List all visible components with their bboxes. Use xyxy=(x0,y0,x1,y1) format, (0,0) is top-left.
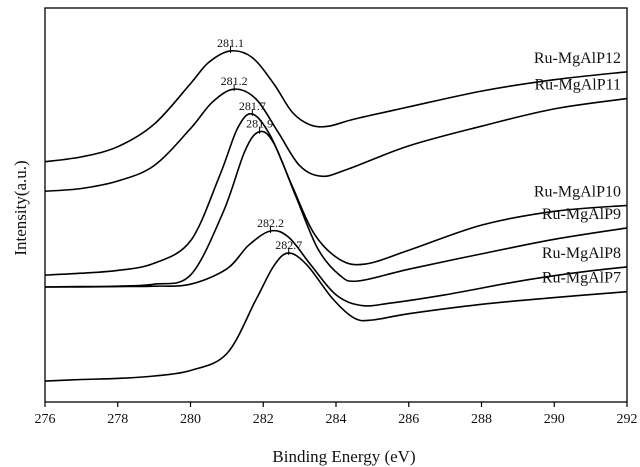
series-line-ru-mgalp8 xyxy=(45,229,628,307)
series-label-ru-mgalp7: Ru-MgAlP7 xyxy=(542,270,621,287)
plot-frame xyxy=(44,7,628,403)
x-tick-label-278: 278 xyxy=(107,412,128,427)
series-label-ru-mgalp10: Ru-MgAlP10 xyxy=(534,183,621,200)
x-tick-label-288: 288 xyxy=(471,412,492,427)
peak-label-ru-mgalp9: 281.9 xyxy=(246,117,273,131)
series-label-ru-mgalp11: Ru-MgAlP11 xyxy=(534,77,621,94)
series-label-ru-mgalp12: Ru-MgAlP12 xyxy=(534,50,621,67)
series-line-ru-mgalp10 xyxy=(44,112,628,276)
series-line-ru-mgalp7 xyxy=(44,252,628,382)
x-axis-title: Binding Energy (eV) xyxy=(272,447,415,466)
peak-label-ru-mgalp10: 281.7 xyxy=(239,99,266,113)
peak-label-ru-mgalp8: 282.2 xyxy=(257,216,284,230)
peak-label-ru-mgalp12: 281.1 xyxy=(217,36,244,50)
series-label-ru-mgalp9: Ru-MgAlP9 xyxy=(542,206,621,223)
peak-markers-layer: 281.1 281.2 281.7 281.9 282.2 282.7 xyxy=(217,36,302,256)
y-axis-title: Intensity(a.u.) xyxy=(11,160,30,255)
x-tick-label-276: 276 xyxy=(35,412,56,427)
series-label-ru-mgalp8: Ru-MgAlP8 xyxy=(542,245,621,262)
series-line-ru-mgalp9 xyxy=(44,130,628,288)
x-tick-label-280: 280 xyxy=(180,412,201,427)
x-tick-label-290: 290 xyxy=(544,412,565,427)
x-tick-label-286: 286 xyxy=(398,412,419,427)
series-line-ru-mgalp11 xyxy=(44,88,628,192)
curves-layer xyxy=(44,49,628,382)
x-axis-ticks: 276 278 280 282 284 286 288 290 292 xyxy=(35,402,638,427)
series-line-ru-mgalp12 xyxy=(44,49,628,163)
x-tick-label-292: 292 xyxy=(617,412,638,427)
x-tick-label-282: 282 xyxy=(253,412,274,427)
series-labels-layer: Ru-MgAlP12 Ru-MgAlP11 Ru-MgAlP10 Ru-MgAlP9 R… xyxy=(534,50,621,287)
x-tick-label-284: 284 xyxy=(326,412,347,427)
peak-label-ru-mgalp7: 282.7 xyxy=(275,238,302,252)
peak-label-ru-mgalp11: 281.2 xyxy=(221,74,248,88)
